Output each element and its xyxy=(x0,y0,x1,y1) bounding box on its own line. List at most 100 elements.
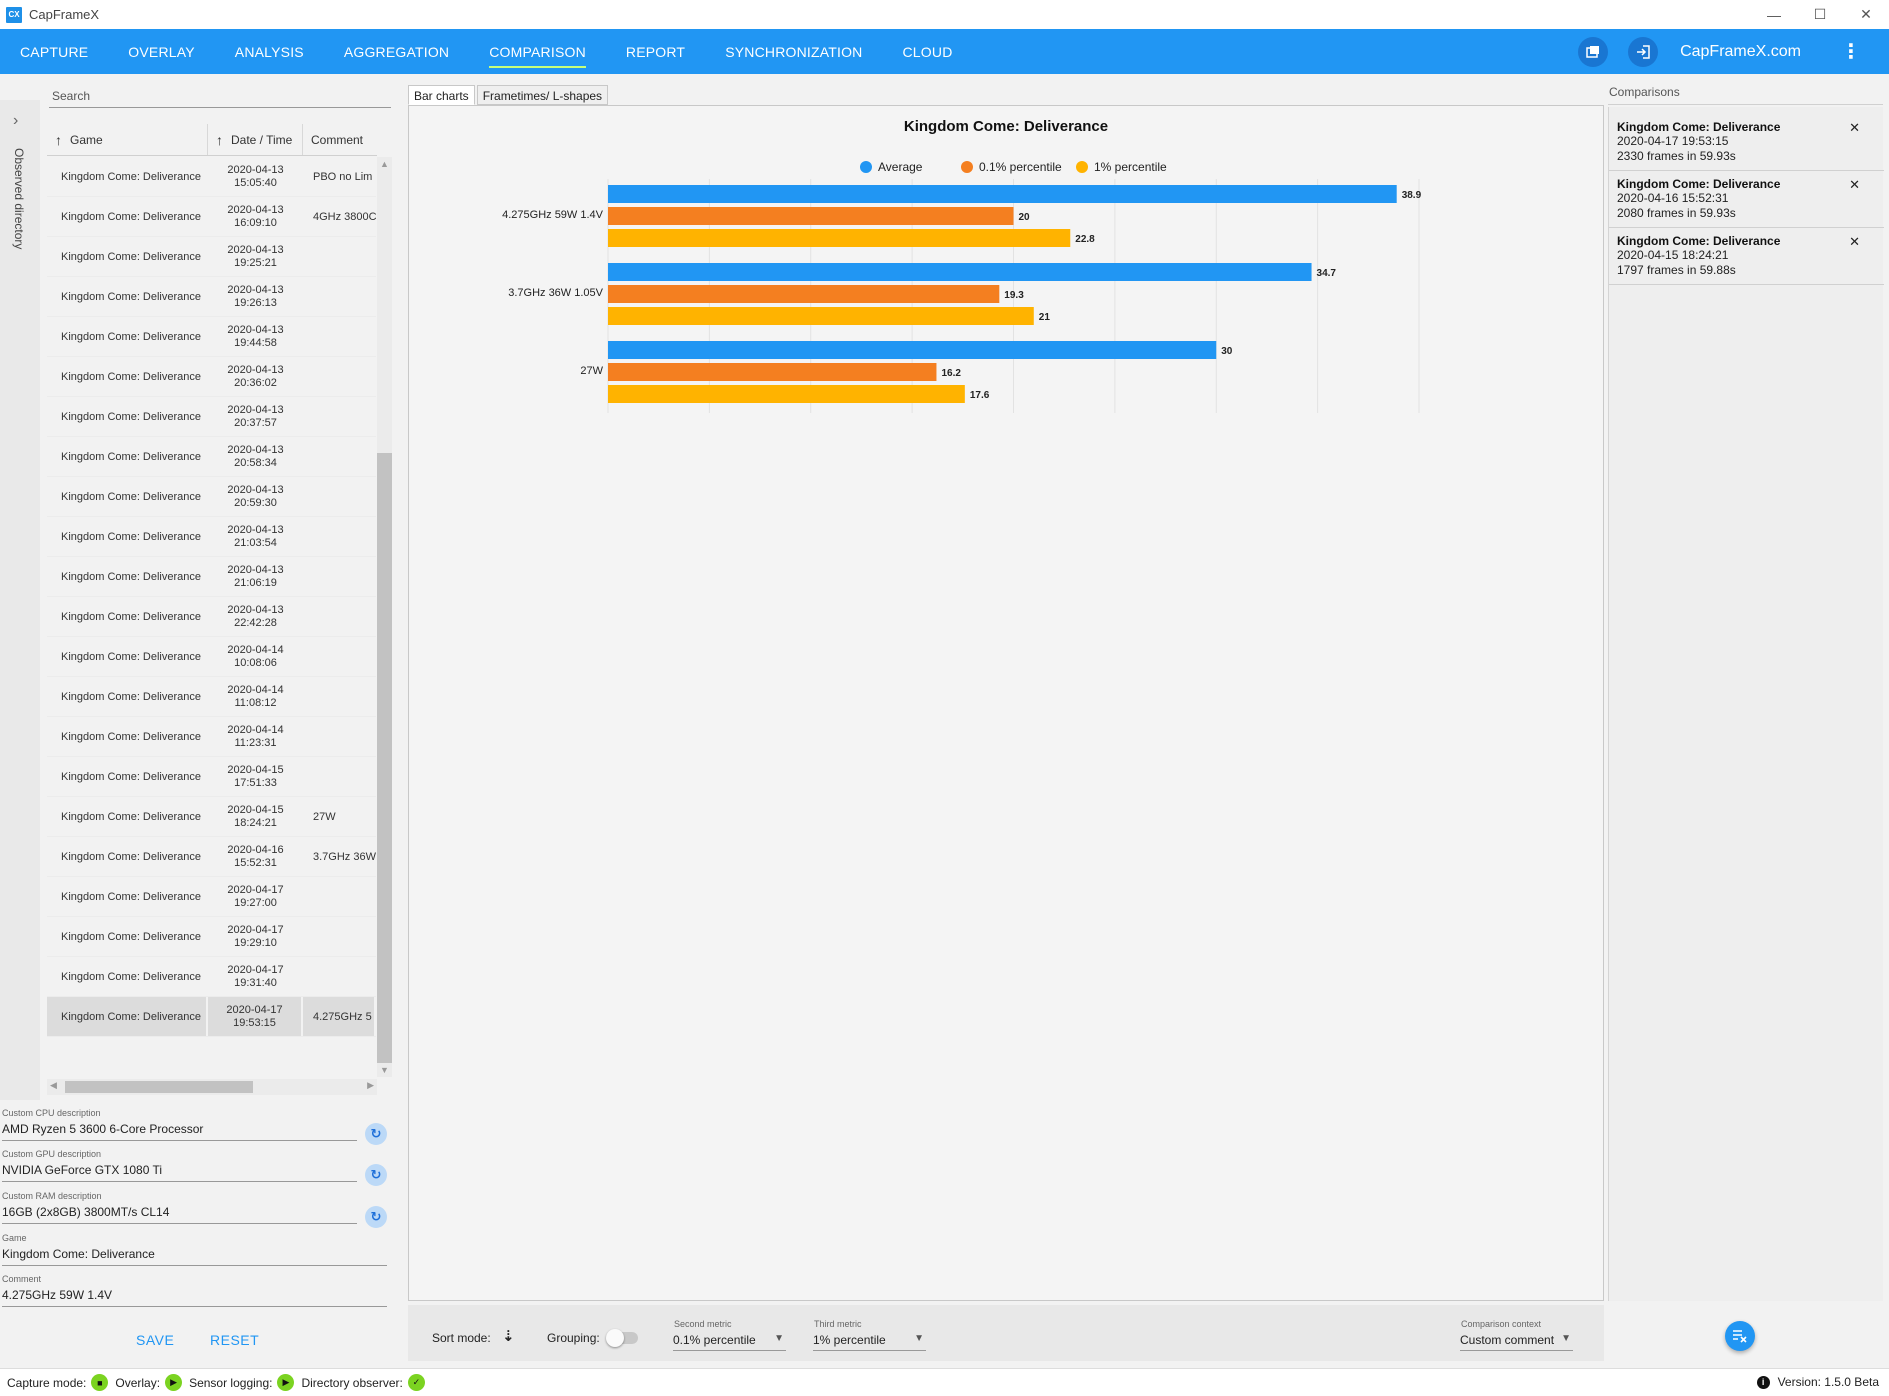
scroll-down-icon[interactable]: ▼ xyxy=(380,1065,389,1075)
tab-synchronization[interactable]: SYNCHRONIZATION xyxy=(725,43,863,60)
vertical-scroll-thumb[interactable] xyxy=(377,453,392,1063)
cell-datetime: 2020-04-17 19:29:10 xyxy=(208,917,303,956)
table-row[interactable]: Kingdom Come: Deliverance 2020-04-13 21:06… xyxy=(47,557,376,597)
legend-marker xyxy=(860,161,872,173)
tab-cloud[interactable]: CLOUD xyxy=(902,43,953,60)
close-window-button[interactable]: ✕ xyxy=(1860,6,1872,22)
cell-time: 20:37:57 xyxy=(234,416,277,429)
tab-frametimes-lshapes[interactable]: Frametimes/ L-shapes xyxy=(476,85,609,105)
cell-comment xyxy=(303,477,376,516)
table-row[interactable]: Kingdom Come: Deliverance 2020-04-13 19:26… xyxy=(47,277,376,317)
table-row[interactable]: Kingdom Come: Deliverance 2020-04-15 17:51… xyxy=(47,757,376,797)
cell-comment xyxy=(303,517,376,556)
tab-capture[interactable]: CAPTURE xyxy=(20,43,89,60)
scroll-right-icon[interactable]: ▶ xyxy=(367,1080,374,1090)
vertical-scrollbar[interactable]: ▲ ▼ xyxy=(377,157,392,1077)
bar xyxy=(608,341,1217,359)
table-row[interactable]: Kingdom Come: Deliverance 2020-04-14 11:23… xyxy=(47,717,376,757)
table-row[interactable]: Kingdom Come: Deliverance 2020-04-13 19:44… xyxy=(47,317,376,357)
cell-time: 19:29:10 xyxy=(234,936,277,949)
column-header-comment[interactable]: Comment xyxy=(311,132,364,147)
table-row[interactable]: Kingdom Come: Deliverance 2020-04-14 11:08… xyxy=(47,677,376,717)
cell-date: 2020-04-13 xyxy=(227,603,284,616)
more-vert-icon[interactable]: ⋮ xyxy=(1841,41,1861,63)
comparison-context-select[interactable]: Custom comment ▼ xyxy=(1460,1333,1573,1351)
table-row[interactable]: Kingdom Come: Deliverance 2020-04-13 21:03… xyxy=(47,517,376,557)
screenshot-icon[interactable] xyxy=(1578,36,1609,67)
table-row[interactable]: Kingdom Come: Deliverance 2020-04-13 15:05… xyxy=(47,157,376,197)
observed-directory-drawer[interactable]: › Observed directory xyxy=(0,100,40,1100)
horizontal-scrollbar[interactable]: ◀ ▶ xyxy=(47,1079,377,1095)
cell-date: 2020-04-13 xyxy=(227,243,284,256)
comparison-item[interactable]: Kingdom Come: Deliverance 2020-04-16 15:… xyxy=(1609,171,1884,228)
chevron-right-icon[interactable]: › xyxy=(13,112,19,129)
ram-input[interactable]: 16GB (2x8GB) 3800MT/s CL14 xyxy=(2,1205,357,1224)
table-row[interactable]: Kingdom Come: Deliverance 2020-04-16 15:52… xyxy=(47,837,376,877)
main-nav: CAPTURE OVERLAY ANALYSIS AGGREGATION COM… xyxy=(0,29,1889,74)
refresh-cpu-icon[interactable]: ↻ xyxy=(365,1123,387,1145)
chevron-down-icon: ▼ xyxy=(914,1333,924,1344)
tab-overlay[interactable]: OVERLAY xyxy=(128,43,195,60)
search-input[interactable]: Search xyxy=(49,86,391,108)
tab-comparison[interactable]: COMPARISON xyxy=(469,29,606,74)
save-button[interactable]: SAVE xyxy=(136,1332,175,1348)
grouping-toggle[interactable] xyxy=(606,1329,638,1347)
table-row[interactable]: Kingdom Come: Deliverance 2020-04-13 22:42… xyxy=(47,597,376,637)
table-row[interactable]: Kingdom Come: Deliverance 2020-04-13 20:37… xyxy=(47,397,376,437)
close-icon[interactable]: ✕ xyxy=(1849,120,1860,135)
reset-button[interactable]: RESET xyxy=(210,1332,260,1348)
refresh-ram-icon[interactable]: ↻ xyxy=(365,1206,387,1228)
third-metric-select[interactable]: 1% percentile ▼ xyxy=(813,1333,926,1351)
close-icon[interactable]: ✕ xyxy=(1849,234,1860,249)
gpu-field-label: Custom GPU description xyxy=(2,1149,102,1159)
game-input[interactable]: Kingdom Come: Deliverance xyxy=(2,1247,387,1266)
table-row[interactable]: Kingdom Come: Deliverance 2020-04-17 19:29… xyxy=(47,917,376,957)
table-row[interactable]: Kingdom Come: Deliverance 2020-04-17 19:31… xyxy=(47,957,376,997)
column-header-game[interactable]: ↑ Game xyxy=(47,124,208,155)
table-row[interactable]: Kingdom Come: Deliverance 2020-04-14 10:08… xyxy=(47,637,376,677)
cell-comment xyxy=(303,437,376,476)
table-row[interactable]: Kingdom Come: Deliverance 2020-04-13 20:58… xyxy=(47,437,376,477)
comparison-item[interactable]: Kingdom Come: Deliverance 2020-04-15 18:… xyxy=(1609,228,1884,285)
cell-comment xyxy=(303,877,376,916)
cpu-input[interactable]: AMD Ryzen 5 3600 6-Core Processor xyxy=(2,1122,357,1141)
brand-link[interactable]: CapFrameX.com xyxy=(1680,42,1801,60)
scroll-up-icon[interactable]: ▲ xyxy=(380,159,389,169)
comparison-item[interactable]: Kingdom Come: Deliverance 2020-04-17 19:… xyxy=(1609,114,1884,171)
close-icon[interactable]: ✕ xyxy=(1849,177,1860,192)
comment-input[interactable]: 4.275GHz 59W 1.4V xyxy=(2,1288,387,1307)
clear-comparisons-icon[interactable] xyxy=(1725,1321,1755,1351)
cell-time: 20:36:02 xyxy=(234,376,277,389)
tab-aggregation[interactable]: AGGREGATION xyxy=(343,43,450,60)
cell-time: 16:09:10 xyxy=(234,216,277,229)
tab-report[interactable]: REPORT xyxy=(625,43,686,60)
cell-comment xyxy=(303,637,376,676)
table-row[interactable]: Kingdom Come: Deliverance 2020-04-13 20:59… xyxy=(47,477,376,517)
data-label: 16.2 xyxy=(941,368,961,379)
second-metric-select[interactable]: 0.1% percentile ▼ xyxy=(673,1333,786,1351)
scroll-left-icon[interactable]: ◀ xyxy=(50,1080,57,1090)
login-icon[interactable] xyxy=(1628,36,1659,67)
horizontal-scroll-thumb[interactable] xyxy=(65,1081,253,1093)
cell-date: 2020-04-17 xyxy=(226,1003,283,1016)
cell-game: Kingdom Come: Deliverance xyxy=(61,570,202,583)
tab-analysis[interactable]: ANALYSIS xyxy=(234,43,304,60)
refresh-gpu-icon[interactable]: ↻ xyxy=(365,1164,387,1186)
table-row[interactable]: Kingdom Come: Deliverance 2020-04-13 16:09… xyxy=(47,197,376,237)
minimize-button[interactable]: — xyxy=(1767,6,1781,23)
table-row[interactable]: Kingdom Come: Deliverance 2020-04-17 19:27… xyxy=(47,877,376,917)
maximize-button[interactable]: ☐ xyxy=(1813,6,1827,22)
table-row[interactable]: Kingdom Come: Deliverance 2020-04-15 18:24… xyxy=(47,797,376,837)
column-header-date[interactable]: ↑ Date / Time xyxy=(208,124,303,155)
cell-time: 19:25:21 xyxy=(234,256,277,269)
comment-field-label: Comment xyxy=(2,1274,42,1284)
table-row[interactable]: Kingdom Come: Deliverance 2020-04-13 20:36… xyxy=(47,357,376,397)
cell-time: 21:03:54 xyxy=(234,536,277,549)
cell-time: 10:08:06 xyxy=(234,656,277,669)
table-row[interactable]: Kingdom Come: Deliverance 2020-04-13 19:25… xyxy=(47,237,376,277)
sort-order-icon[interactable]: ⇣ xyxy=(502,1328,515,1345)
gpu-input[interactable]: NVIDIA GeForce GTX 1080 Ti xyxy=(2,1163,357,1182)
tab-bar-charts[interactable]: Bar charts xyxy=(408,85,475,105)
table-row[interactable]: Kingdom Come: Deliverance 2020-04-17 19:53… xyxy=(47,997,376,1037)
third-metric-label: Third metric xyxy=(814,1319,862,1329)
